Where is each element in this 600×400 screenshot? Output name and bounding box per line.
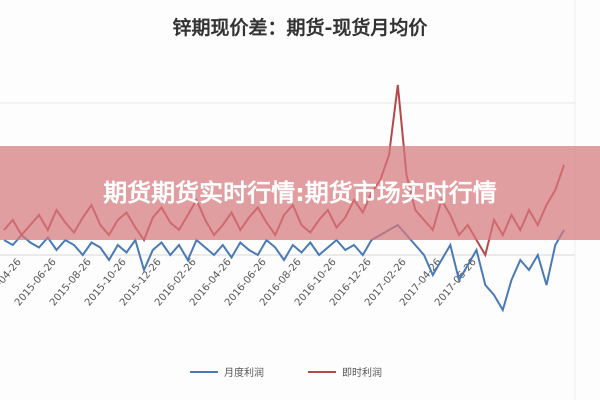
- chart-title: 锌期现价差：期货-现货月均价: [173, 16, 429, 39]
- legend-label: 即时利润: [342, 366, 382, 379]
- series-line: [3, 223, 565, 313]
- legend-label: 月度利润: [224, 366, 264, 379]
- banner-title: 期货期货实时行情:期货市场实时行情: [103, 179, 497, 207]
- banner: 期货期货实时行情:期货市场实时行情: [0, 146, 600, 240]
